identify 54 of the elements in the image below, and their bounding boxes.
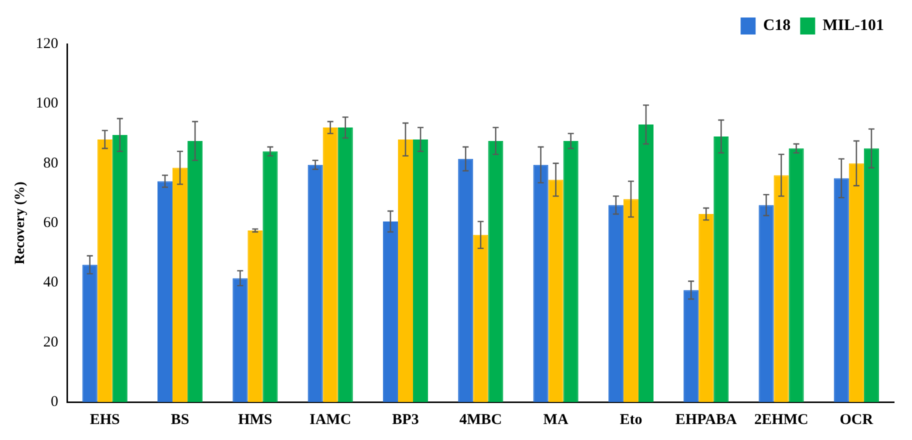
- y-tick-label: 0: [50, 394, 58, 410]
- bar: [308, 164, 323, 402]
- bar: [563, 140, 578, 402]
- y-tick-label: 100: [36, 96, 58, 112]
- bar: [638, 124, 654, 402]
- legend-label: MIL-101: [822, 17, 884, 34]
- bar: [398, 139, 414, 402]
- bar: [548, 180, 564, 402]
- bar: [864, 148, 879, 402]
- bar: [112, 134, 128, 402]
- bar: [413, 139, 428, 402]
- bar: [698, 214, 714, 402]
- y-axis-title: Recovery (%): [13, 181, 28, 264]
- bar: [172, 168, 188, 402]
- bar: [248, 230, 263, 402]
- bar: [684, 290, 699, 402]
- bar: [458, 158, 474, 402]
- y-tick-label: 120: [36, 36, 58, 52]
- bar: [608, 205, 624, 402]
- x-tick-label: MA: [543, 412, 568, 428]
- bar: [473, 234, 488, 402]
- y-tick-label: 60: [43, 214, 58, 231]
- bar: [157, 181, 173, 402]
- bar: [834, 178, 849, 402]
- x-tick-label: BS: [170, 412, 190, 428]
- x-tick-label: EHS: [90, 412, 120, 428]
- bar: [382, 222, 398, 402]
- bar: [488, 140, 504, 402]
- bar: [338, 128, 353, 402]
- bar: [714, 136, 729, 402]
- legend-label: C18: [763, 17, 791, 34]
- x-tick-label: HMS: [238, 412, 272, 428]
- bar: [774, 175, 789, 402]
- x-tick-label: Eto: [620, 412, 642, 428]
- x-tick-label: 4MBC: [459, 412, 502, 428]
- x-tick-label: IAMC: [310, 412, 352, 428]
- bar: [322, 128, 338, 402]
- bar: [848, 163, 864, 402]
- bar: [262, 151, 278, 402]
- bar: [232, 278, 248, 402]
- bar: [533, 164, 548, 402]
- x-tick-label: OCR: [840, 412, 874, 428]
- x-tick-label: BP3: [392, 412, 419, 428]
- x-tick-label: EHPABA: [675, 412, 737, 428]
- bar: [82, 264, 98, 402]
- bar: [758, 205, 774, 402]
- bar: [188, 140, 203, 402]
- y-tick-label: 80: [43, 155, 58, 172]
- y-tick-label: 40: [43, 274, 58, 291]
- bar: [788, 148, 804, 402]
- y-tick-label: 20: [43, 334, 58, 350]
- bar: [623, 199, 638, 402]
- x-tick-label: 2EHMC: [754, 412, 808, 428]
- bar: [97, 139, 112, 402]
